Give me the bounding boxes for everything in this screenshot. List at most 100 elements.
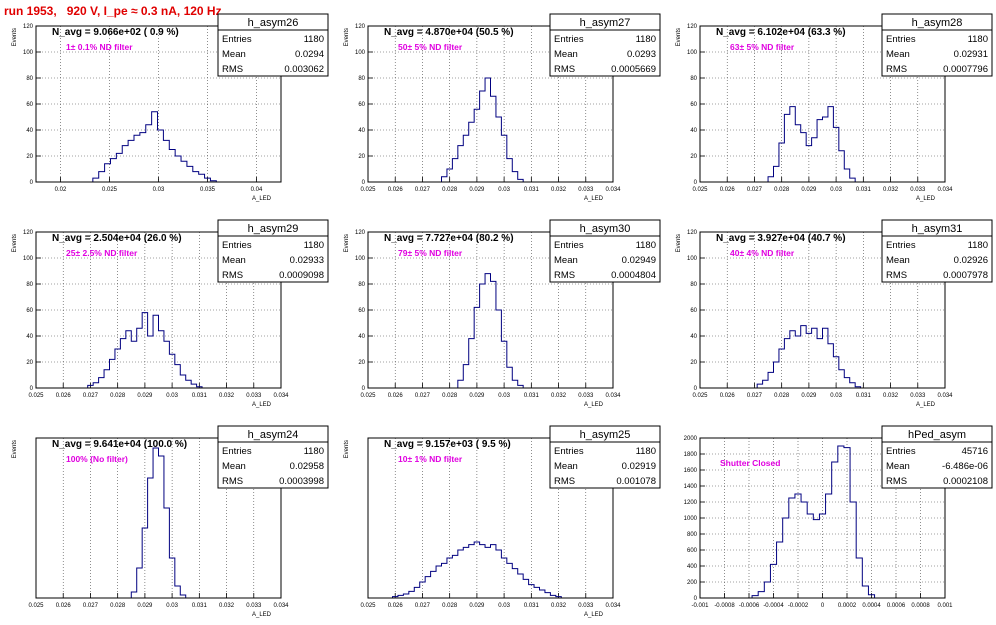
y-tick-label: 60 bbox=[26, 102, 33, 108]
histogram-bin bbox=[801, 326, 806, 388]
filter-note: 79± 5% ND filter bbox=[398, 248, 463, 258]
stats-mean-value: 0.02926 bbox=[954, 255, 988, 266]
y-axis-label: Events bbox=[344, 28, 350, 46]
histogram-outline bbox=[751, 445, 876, 598]
histogram-bin bbox=[146, 125, 152, 182]
histogram-pad-h-asym29: 0.025 0.026 0.027 0.028 0.029 0.03 0.031 0.032 0… bbox=[0, 218, 332, 410]
histogram-bin bbox=[862, 586, 868, 598]
y-tick-label: 80 bbox=[690, 282, 697, 288]
y-tick-label: 0 bbox=[694, 180, 698, 186]
histogram-bin bbox=[175, 156, 181, 182]
y-tick-label: 60 bbox=[358, 308, 365, 314]
stats-entries-label: Entries bbox=[886, 446, 916, 457]
x-tick-label: 0.026 bbox=[388, 603, 404, 609]
y-axis-label: Events bbox=[676, 234, 682, 252]
x-tick-label: 0.035 bbox=[200, 187, 216, 193]
stats-rms-label: RMS bbox=[886, 270, 907, 281]
y-tick-label: 80 bbox=[358, 282, 365, 288]
stats-rms-value: 0.0004804 bbox=[611, 270, 656, 281]
histogram-outline bbox=[87, 312, 203, 388]
y-tick-label: 120 bbox=[687, 24, 698, 30]
x-tick-label: 0.034 bbox=[937, 187, 953, 193]
histogram-pad-hped-asym: -0.001 -0.0008 -0.0006 -0.0004 -0.0002 0 0.000… bbox=[664, 424, 996, 620]
x-tick-label: -0.0004 bbox=[763, 603, 784, 609]
histogram-bin bbox=[534, 587, 539, 598]
x-tick-label: 0.03 bbox=[498, 603, 510, 609]
histogram-bin bbox=[153, 448, 158, 598]
histogram-bin bbox=[152, 112, 158, 182]
histogram-bin bbox=[452, 159, 457, 182]
histogram-outline bbox=[92, 111, 217, 182]
header-label: N_avg = 7.727e+04 (80.2 %) bbox=[384, 233, 514, 244]
y-axis-label: Events bbox=[344, 440, 350, 458]
filter-note: 40± 4% ND filter bbox=[730, 248, 795, 258]
y-tick-label: 40 bbox=[26, 334, 33, 340]
histogram-bin bbox=[491, 96, 496, 182]
x-tick-label: 0.026 bbox=[56, 603, 72, 609]
x-tick-label: 0.0008 bbox=[911, 603, 930, 609]
y-tick-label: 100 bbox=[355, 50, 366, 56]
histogram-bin bbox=[856, 558, 862, 598]
stats-entries-label: Entries bbox=[886, 240, 916, 251]
header-label: N_avg = 6.102e+04 (63.3 %) bbox=[716, 27, 846, 38]
stats-box bbox=[881, 219, 993, 283]
histogram-bin bbox=[120, 339, 125, 388]
x-tick-label: 0.03 bbox=[153, 187, 165, 193]
stats-mean-label: Mean bbox=[886, 49, 910, 60]
stats-rms-value: 0.001078 bbox=[616, 476, 656, 487]
plot-frame bbox=[367, 25, 614, 183]
histogram-bin bbox=[838, 446, 844, 598]
header-label: N_avg = 4.870e+04 (50.5 %) bbox=[384, 27, 514, 38]
histogram-bin bbox=[496, 310, 501, 388]
histogram-bin bbox=[839, 151, 844, 182]
histogram-pad-h-asym30: 0.025 0.026 0.027 0.028 0.029 0.03 0.031 0.032 0… bbox=[332, 218, 664, 410]
y-tick-label: 120 bbox=[355, 230, 366, 236]
x-tick-label: 0.0004 bbox=[862, 603, 881, 609]
x-tick-label: 0.033 bbox=[910, 393, 926, 399]
histogram-outline bbox=[457, 273, 524, 388]
x-tick-label: 0.025 bbox=[28, 393, 44, 399]
histogram-bin bbox=[789, 498, 795, 598]
histogram-bin bbox=[512, 569, 517, 598]
histogram-pad-h-asym24: 0.025 0.026 0.027 0.028 0.029 0.03 0.031 0.032 0… bbox=[0, 424, 332, 620]
histogram-bin bbox=[491, 281, 496, 388]
stats-mean-label: Mean bbox=[554, 49, 578, 60]
y-tick-label: 40 bbox=[690, 334, 697, 340]
histogram-pad-h-asym31: 0.025 0.026 0.027 0.028 0.029 0.03 0.031 0.032 0… bbox=[664, 218, 996, 410]
x-tick-label: 0.025 bbox=[28, 603, 44, 609]
x-tick-label: 0.029 bbox=[137, 603, 153, 609]
x-tick-label: 0.029 bbox=[469, 187, 485, 193]
histogram-bin bbox=[496, 550, 501, 598]
x-axis-label: A_LED bbox=[252, 196, 272, 202]
histogram-bin bbox=[442, 177, 447, 182]
y-tick-label: 20 bbox=[26, 154, 33, 160]
histogram-bin bbox=[774, 166, 779, 182]
histogram-bin bbox=[137, 328, 142, 388]
x-tick-label: 0.034 bbox=[605, 603, 621, 609]
y-tick-label: 60 bbox=[690, 102, 697, 108]
stats-box bbox=[881, 13, 993, 77]
stats-entries-value: 1180 bbox=[304, 446, 324, 457]
histogram-bin bbox=[757, 384, 762, 388]
histogram-outline bbox=[767, 106, 856, 182]
stats-rms-value: 0.0002108 bbox=[943, 476, 988, 487]
stats-mean-label: Mean bbox=[886, 461, 910, 472]
y-tick-label: 20 bbox=[358, 154, 365, 160]
x-tick-label: 0.025 bbox=[360, 187, 376, 193]
stats-box bbox=[217, 425, 329, 489]
histogram-bin bbox=[99, 378, 104, 388]
plot-frame bbox=[699, 437, 946, 599]
x-tick-label: 0.033 bbox=[578, 603, 594, 609]
histogram-bin bbox=[458, 550, 463, 598]
x-tick-label: 0.029 bbox=[801, 393, 817, 399]
x-tick-label: 0.03 bbox=[498, 187, 510, 193]
y-tick-label: 40 bbox=[358, 334, 365, 340]
stats-rms-label: RMS bbox=[222, 270, 243, 281]
y-tick-label: 0 bbox=[362, 180, 366, 186]
x-tick-label: 0.031 bbox=[524, 603, 540, 609]
x-tick-label: 0.032 bbox=[883, 187, 899, 193]
x-tick-label: 0.027 bbox=[83, 393, 99, 399]
histogram-bin bbox=[828, 344, 833, 388]
histogram-bin bbox=[99, 172, 105, 182]
plot-frame bbox=[367, 437, 614, 599]
